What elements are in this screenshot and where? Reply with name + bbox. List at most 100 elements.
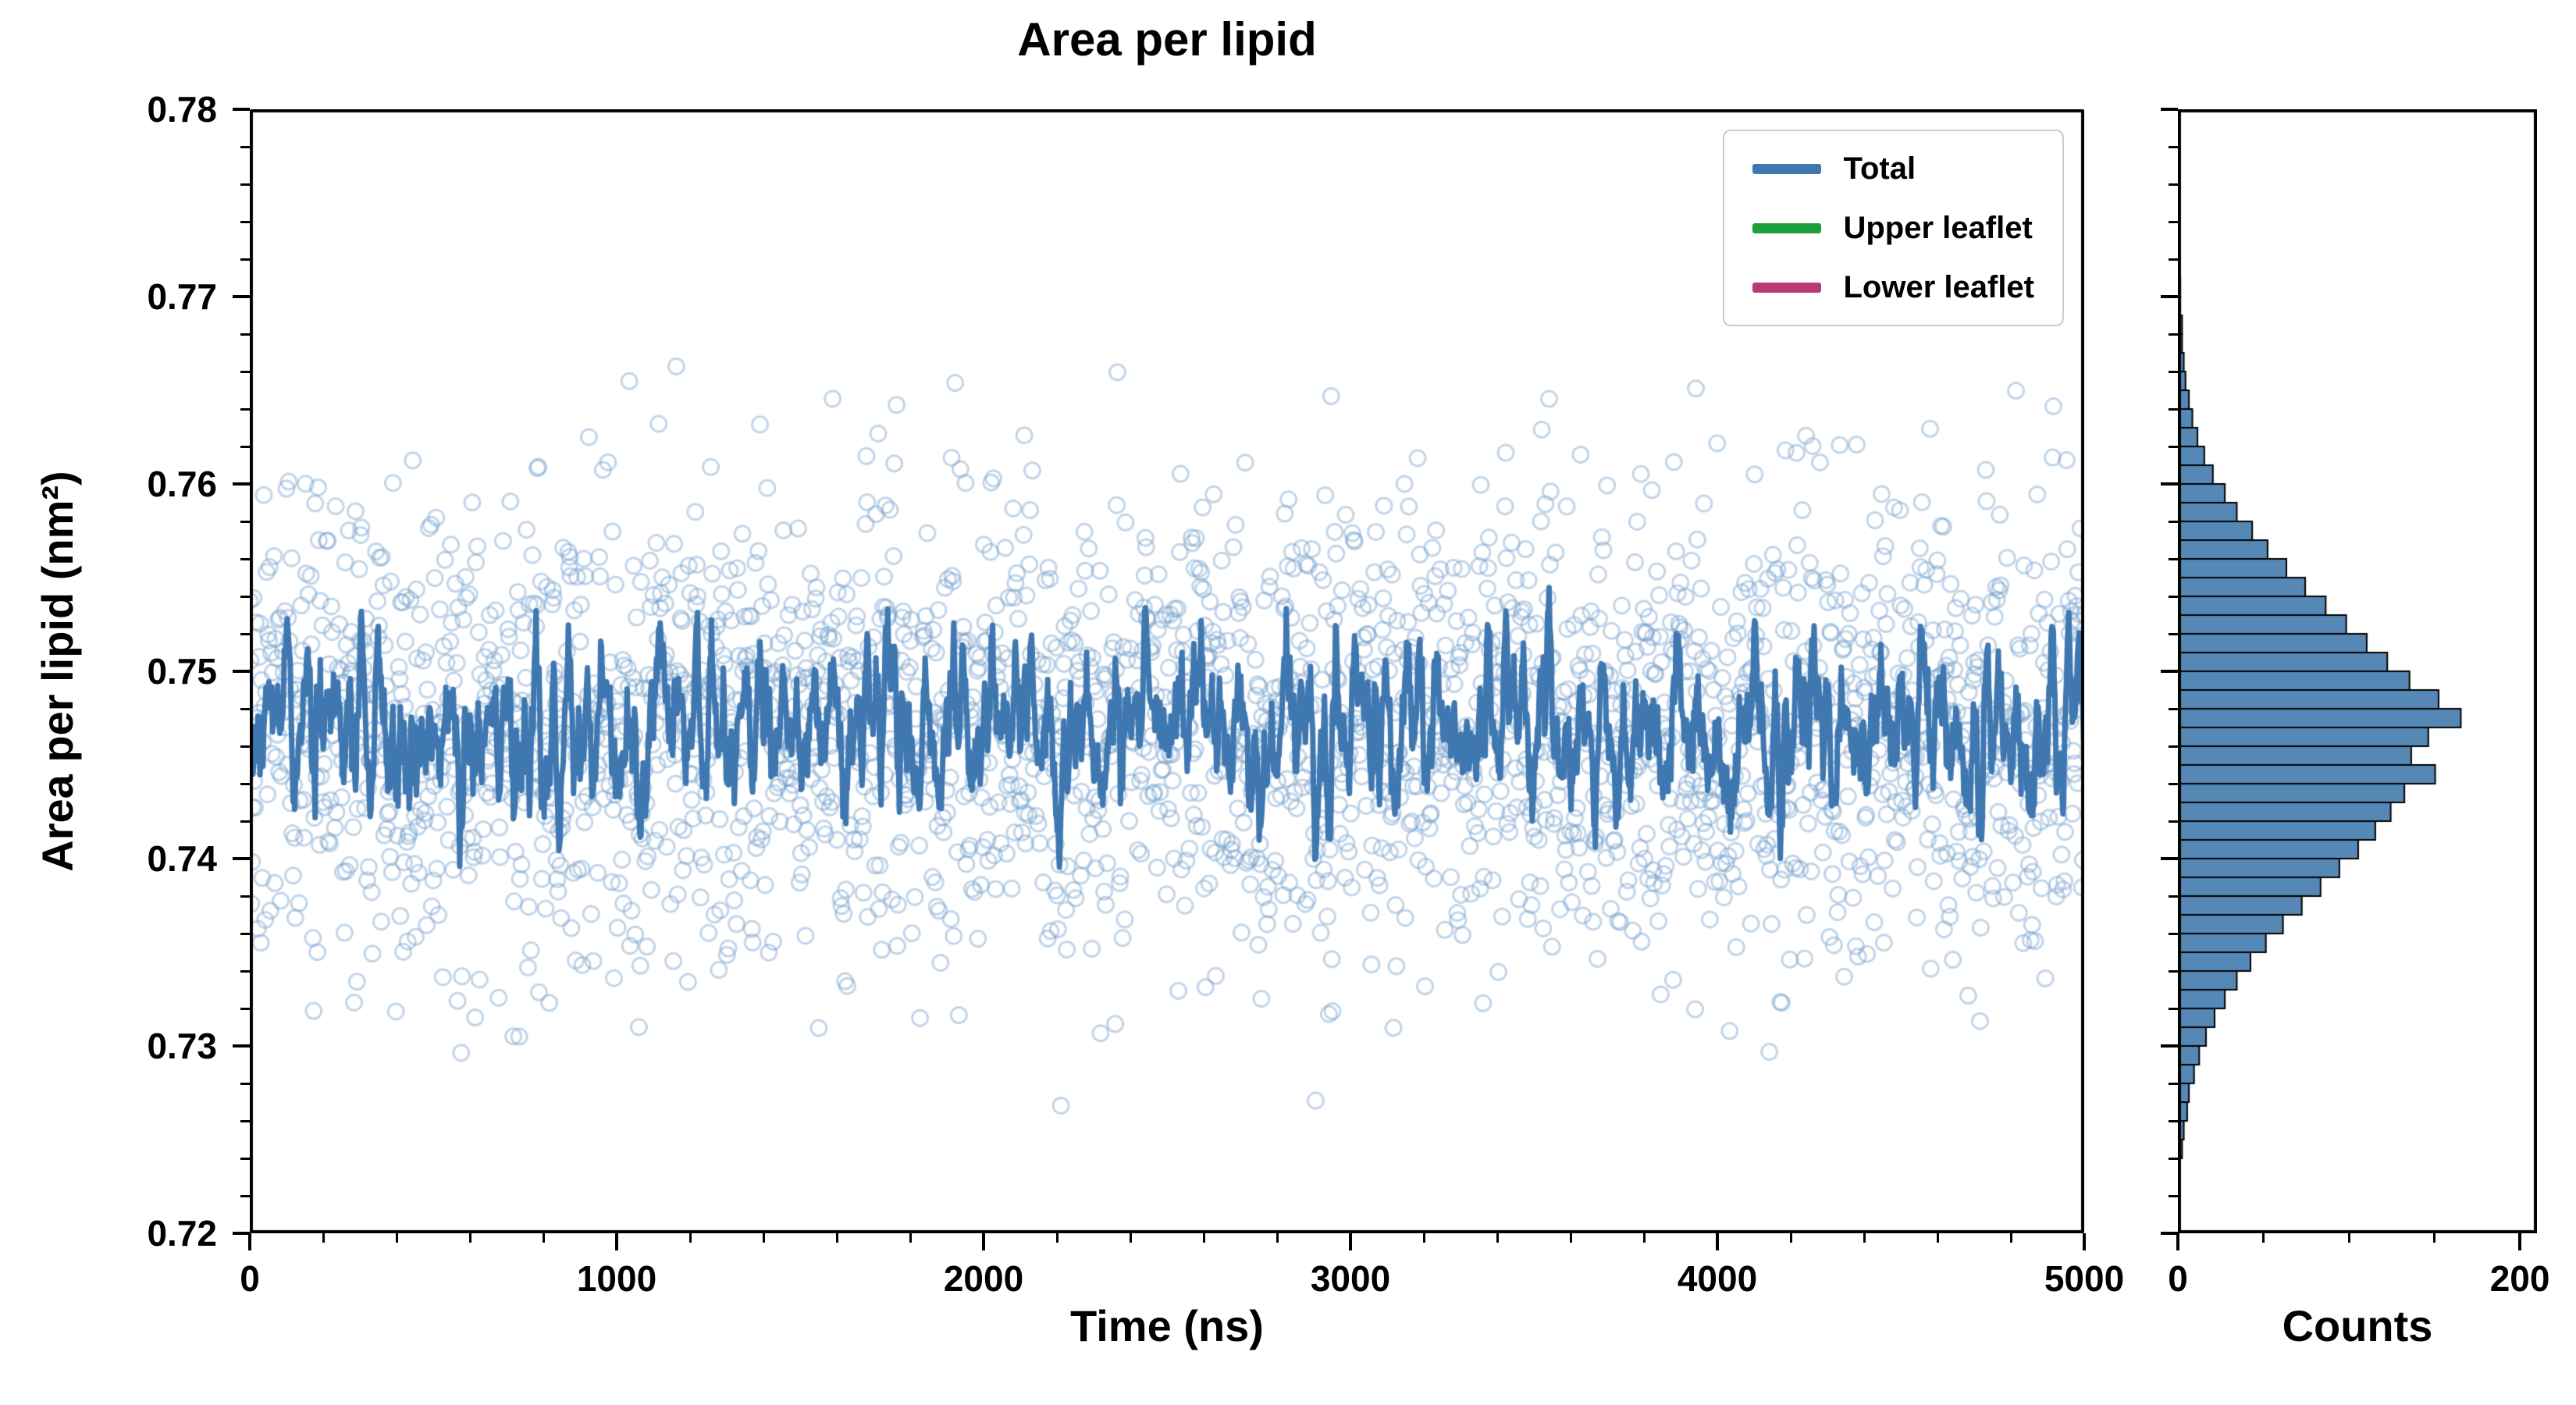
y-tick-label: 0.73 [147, 1026, 217, 1066]
hist-y-minor-tick [2169, 557, 2178, 560]
x-minor-tick [1569, 1233, 1572, 1243]
hist-y-minor-tick [2169, 407, 2178, 411]
main-plot-area: Total Upper leaflet Lower leaflet [250, 109, 2084, 1233]
x-minor-tick [1422, 1233, 1425, 1243]
x-tick-label: 5000 [2044, 1258, 2125, 1299]
hist-y-major-tick [2161, 482, 2178, 486]
legend-label-upper-leaflet: Upper leaflet [1843, 211, 2033, 245]
x-major-tick [1349, 1233, 1352, 1250]
hist-y-minor-tick [2169, 820, 2178, 823]
hist-y-minor-tick [2169, 183, 2178, 186]
y-major-tick [233, 1044, 250, 1048]
x-minor-tick [1496, 1233, 1499, 1243]
legend-entry-upper-leaflet: Upper leaflet [1752, 211, 2034, 245]
legend-label-lower-leaflet: Lower leaflet [1843, 270, 2034, 304]
x-major-tick [2083, 1233, 2086, 1250]
y-minor-tick [240, 1119, 250, 1122]
hist-y-minor-tick [2169, 595, 2178, 598]
hist-y-major-tick [2161, 295, 2178, 298]
y-tick-label: 0.74 [147, 838, 217, 879]
hist-y-minor-tick [2169, 782, 2178, 785]
y-minor-tick [240, 333, 250, 336]
hist-y-minor-tick [2169, 1007, 2178, 1010]
y-minor-tick [240, 707, 250, 710]
y-major-tick [233, 295, 250, 298]
y-minor-tick [240, 595, 250, 598]
hist-x-tick-label: 0 [2168, 1258, 2188, 1299]
x-tick-label: 0 [240, 1258, 260, 1299]
x-minor-tick [1789, 1233, 1792, 1243]
hist-y-minor-tick [2169, 370, 2178, 373]
x-axis-label: Time (ns) [1070, 1301, 1264, 1350]
x-minor-tick [2009, 1233, 2012, 1243]
y-minor-tick [240, 370, 250, 373]
y-minor-tick [240, 520, 250, 523]
x-minor-tick [1202, 1233, 1205, 1243]
y-tick-label: 0.75 [147, 651, 217, 692]
x-minor-tick [322, 1233, 325, 1243]
y-minor-tick [240, 445, 250, 448]
x-minor-tick [468, 1233, 471, 1243]
x-minor-tick [395, 1233, 398, 1243]
y-major-tick [233, 857, 250, 860]
legend: Total Upper leaflet Lower leaflet [1723, 130, 2064, 326]
y-minor-tick [240, 745, 250, 748]
legend-entry-lower-leaflet: Lower leaflet [1752, 270, 2034, 304]
hist-x-tick-label: 200 [2489, 1258, 2550, 1299]
hist-y-minor-tick [2169, 1082, 2178, 1085]
x-minor-tick [835, 1233, 838, 1243]
histogram-canvas [2178, 109, 2537, 1233]
y-minor-tick [240, 1194, 250, 1197]
y-minor-tick [240, 557, 250, 560]
y-tick-label: 0.72 [147, 1213, 217, 1254]
hist-y-minor-tick [2169, 258, 2178, 261]
legend-label-total: Total [1843, 151, 1916, 186]
hist-y-minor-tick [2169, 632, 2178, 635]
hist-y-minor-tick [2169, 520, 2178, 523]
y-minor-tick [240, 183, 250, 186]
hist-y-minor-tick [2169, 969, 2178, 973]
y-minor-tick [240, 1007, 250, 1010]
x-tick-label: 1000 [576, 1258, 657, 1299]
hist-y-major-tick [2161, 1044, 2178, 1048]
x-minor-tick [1936, 1233, 1939, 1243]
histogram-area [2178, 109, 2537, 1233]
chart-title: Area per lipid [1017, 13, 1317, 66]
hist-x-major-tick [2518, 1233, 2522, 1250]
legend-swatch-total [1752, 163, 1822, 174]
hist-y-minor-tick [2169, 333, 2178, 336]
hist-x-minor-tick [2347, 1233, 2350, 1243]
y-minor-tick [240, 1157, 250, 1160]
y-major-tick [233, 108, 250, 111]
hist-y-major-tick [2161, 1232, 2178, 1235]
x-tick-label: 3000 [1310, 1258, 1391, 1299]
legend-swatch-lower-leaflet [1752, 282, 1822, 293]
y-tick-label: 0.77 [147, 276, 217, 317]
x-minor-tick [909, 1233, 912, 1243]
x-minor-tick [1055, 1233, 1059, 1243]
y-major-tick [233, 482, 250, 486]
y-minor-tick [240, 407, 250, 411]
y-minor-tick [240, 632, 250, 635]
hist-y-minor-tick [2169, 220, 2178, 223]
legend-entry-total: Total [1752, 151, 2034, 186]
hist-y-major-tick [2161, 670, 2178, 673]
hist-y-minor-tick [2169, 1157, 2178, 1160]
hist-y-minor-tick [2169, 1194, 2178, 1197]
x-minor-tick [688, 1233, 692, 1243]
hist-y-minor-tick [2169, 445, 2178, 448]
y-minor-tick [240, 969, 250, 973]
y-major-tick [233, 1232, 250, 1235]
x-minor-tick [762, 1233, 765, 1243]
x-minor-tick [1129, 1233, 1132, 1243]
y-tick-label: 0.78 [147, 89, 217, 130]
x-major-tick [615, 1233, 618, 1250]
x-minor-tick [542, 1233, 545, 1243]
y-minor-tick [240, 220, 250, 223]
x-minor-tick [1863, 1233, 1866, 1243]
y-minor-tick [240, 145, 250, 148]
legend-swatch-upper-leaflet [1752, 222, 1822, 233]
hist-x-minor-tick [2262, 1233, 2265, 1243]
x-major-tick [1716, 1233, 1719, 1250]
